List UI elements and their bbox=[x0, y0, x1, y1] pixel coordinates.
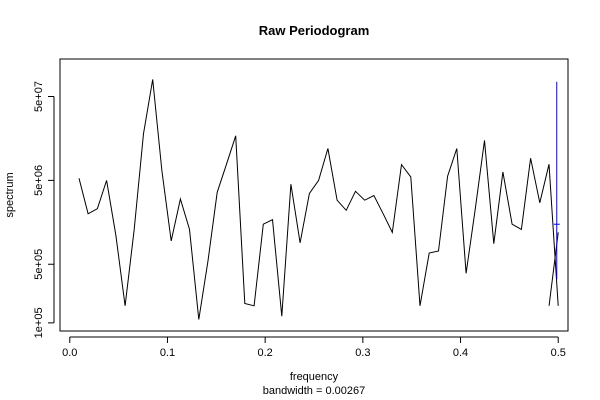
y-tick-label: 5e+05 bbox=[33, 249, 45, 280]
x-axis: 0.0 0.1 0.2 0.3 0.4 0.5 bbox=[62, 336, 566, 359]
plot-frame bbox=[59, 58, 569, 332]
y-tick-label: 1e+05 bbox=[33, 307, 45, 338]
y-tick-label: 5e+07 bbox=[33, 81, 45, 112]
x-tick-label: 0.0 bbox=[62, 347, 77, 359]
x-axis-label: frequency bbox=[290, 371, 339, 383]
x-tick-label: 0.1 bbox=[160, 347, 175, 359]
series-group bbox=[78, 79, 560, 320]
x-axis-sublabel: bandwidth = 0.00267 bbox=[263, 385, 365, 397]
x-tick-label: 0.5 bbox=[551, 347, 566, 359]
y-axis: 1e+05 5e+05 5e+06 5e+07 bbox=[33, 81, 55, 338]
x-tick-label: 0.4 bbox=[453, 347, 468, 359]
x-tick-label: 0.3 bbox=[355, 347, 370, 359]
spectrum-line bbox=[78, 79, 559, 320]
y-axis-label: spectrum bbox=[4, 172, 16, 217]
chart-title: Raw Periodogram bbox=[259, 23, 370, 38]
x-tick-label: 0.2 bbox=[258, 347, 273, 359]
y-tick-label: 5e+06 bbox=[33, 165, 45, 196]
